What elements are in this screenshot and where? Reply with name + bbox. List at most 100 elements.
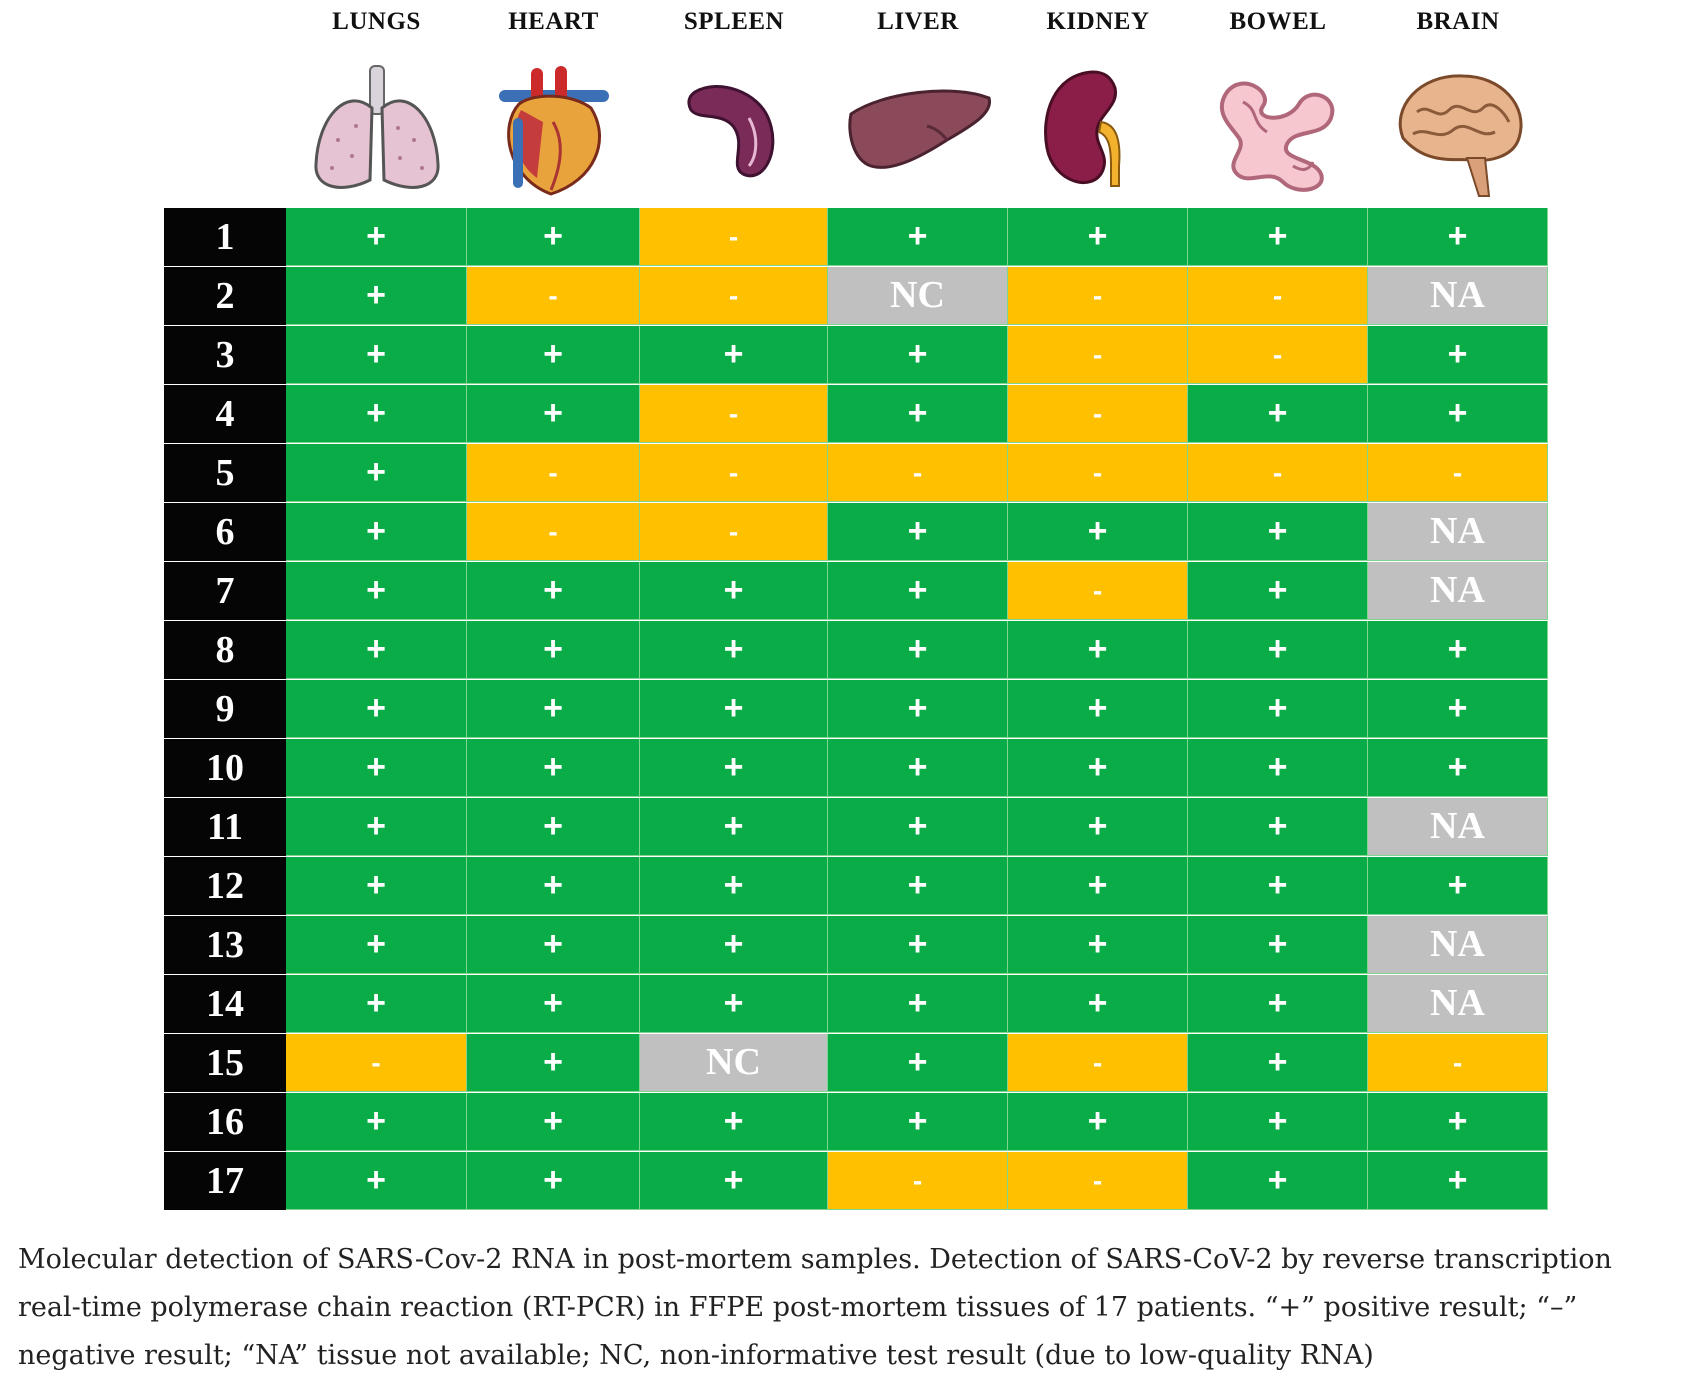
organ-name-label: HEART — [508, 8, 599, 35]
result-cell: + — [467, 562, 640, 620]
result-cell: - — [640, 208, 828, 266]
result-cell: - — [467, 503, 640, 561]
patient-number-label: 4 — [164, 385, 286, 443]
result-cell: + — [1188, 975, 1368, 1033]
result-cell: + — [1188, 680, 1368, 738]
result-cell: - — [640, 503, 828, 561]
result-cell: + — [286, 857, 467, 915]
result-cell: + — [286, 798, 467, 856]
result-cell: + — [828, 798, 1008, 856]
table-row: 13 + + + + + + NA — [164, 916, 1548, 975]
result-cell: + — [640, 562, 828, 620]
result-cell: + — [828, 680, 1008, 738]
result-cell: + — [1368, 857, 1548, 915]
result-cell: + — [640, 739, 828, 797]
result-cell: - — [1008, 267, 1188, 325]
result-cell: + — [828, 1093, 1008, 1151]
result-cell: + — [1188, 798, 1368, 856]
result-cell: - — [1188, 444, 1368, 502]
result-cell: + — [1368, 1152, 1548, 1210]
liver-icon — [843, 62, 993, 202]
result-cell: + — [286, 1152, 467, 1210]
result-cell: + — [1188, 385, 1368, 443]
result-cell: + — [640, 798, 828, 856]
result-cell: + — [467, 1093, 640, 1151]
table-row: 17 + + + - - + + — [164, 1152, 1548, 1211]
organ-name-label: BOWEL — [1229, 8, 1327, 35]
result-cell: + — [286, 562, 467, 620]
result-cell: + — [1188, 916, 1368, 974]
result-cell: + — [640, 857, 828, 915]
result-cell: + — [1008, 916, 1188, 974]
result-cell: - — [1008, 326, 1188, 384]
kidney-icon — [1023, 62, 1173, 202]
result-cell: - — [1368, 444, 1548, 502]
table-row: 9 + + + + + + + — [164, 680, 1548, 739]
patient-number-label: 9 — [164, 680, 286, 738]
result-cell: + — [467, 621, 640, 679]
patient-number-label: 13 — [164, 916, 286, 974]
result-cell: - — [1008, 385, 1188, 443]
result-cell: - — [1008, 562, 1188, 620]
result-cell: + — [1188, 1152, 1368, 1210]
result-cell: - — [1188, 326, 1368, 384]
result-cell: + — [467, 798, 640, 856]
result-cell: + — [286, 326, 467, 384]
table-row: 5 + - - - - - - — [164, 444, 1548, 503]
patient-number-label: 11 — [164, 798, 286, 856]
result-cell: + — [467, 857, 640, 915]
result-cell: - — [1368, 1034, 1548, 1092]
result-cell: + — [1008, 857, 1188, 915]
table-row: 4 + + - + - + + — [164, 385, 1548, 444]
patient-number-label: 12 — [164, 857, 286, 915]
result-cell: + — [286, 444, 467, 502]
result-cell: + — [1368, 326, 1548, 384]
result-cell: - — [1008, 1152, 1188, 1210]
result-cell: + — [467, 975, 640, 1033]
result-cell: + — [1008, 1093, 1188, 1151]
result-cell: - — [467, 444, 640, 502]
result-cell: + — [828, 503, 1008, 561]
table-row: 11 + + + + + + NA — [164, 798, 1548, 857]
result-cell: + — [286, 621, 467, 679]
table-row: 6 + - - + + + NA — [164, 503, 1548, 562]
organ-name-label: BRAIN — [1416, 8, 1500, 35]
table-row: 3 + + + + - - + — [164, 326, 1548, 385]
figure-caption: Molecular detection of SARS-Cov-2 RNA in… — [18, 1244, 1612, 1371]
result-cell: + — [828, 385, 1008, 443]
result-cell: + — [828, 1034, 1008, 1092]
result-cell: + — [828, 916, 1008, 974]
table-row: 7 + + + + - + NA — [164, 562, 1548, 621]
result-cell: + — [1188, 562, 1368, 620]
result-cell: + — [1008, 621, 1188, 679]
patient-number-label: 16 — [164, 1093, 286, 1151]
result-cell: + — [640, 1093, 828, 1151]
result-cell: + — [286, 680, 467, 738]
result-cell: + — [828, 975, 1008, 1033]
result-cell: + — [640, 621, 828, 679]
result-cell: + — [640, 1152, 828, 1210]
heart-icon — [479, 62, 629, 202]
patient-number-label: 1 — [164, 208, 286, 266]
result-cell: + — [467, 1152, 640, 1210]
organ-column-header: HEART — [467, 0, 640, 208]
organ-column-header: SPLEEN — [640, 0, 828, 208]
result-cell: - — [640, 385, 828, 443]
result-cell: + — [828, 739, 1008, 797]
result-cell: + — [1368, 621, 1548, 679]
patient-number-label: 6 — [164, 503, 286, 561]
organ-name-label: KIDNEY — [1046, 8, 1150, 35]
table-row: 10 + + + + + + + — [164, 739, 1548, 798]
result-cell: - — [1008, 1034, 1188, 1092]
result-cell: + — [1188, 1034, 1368, 1092]
result-cell: + — [286, 1093, 467, 1151]
result-cell: + — [286, 975, 467, 1033]
result-cell: + — [467, 1034, 640, 1092]
bowel-icon — [1203, 62, 1353, 202]
result-cell: + — [1008, 798, 1188, 856]
result-cell: + — [286, 503, 467, 561]
result-cell: + — [467, 916, 640, 974]
result-cell: - — [828, 1152, 1008, 1210]
table-row: 1 + + - + + + + — [164, 208, 1548, 267]
result-cell: + — [467, 385, 640, 443]
